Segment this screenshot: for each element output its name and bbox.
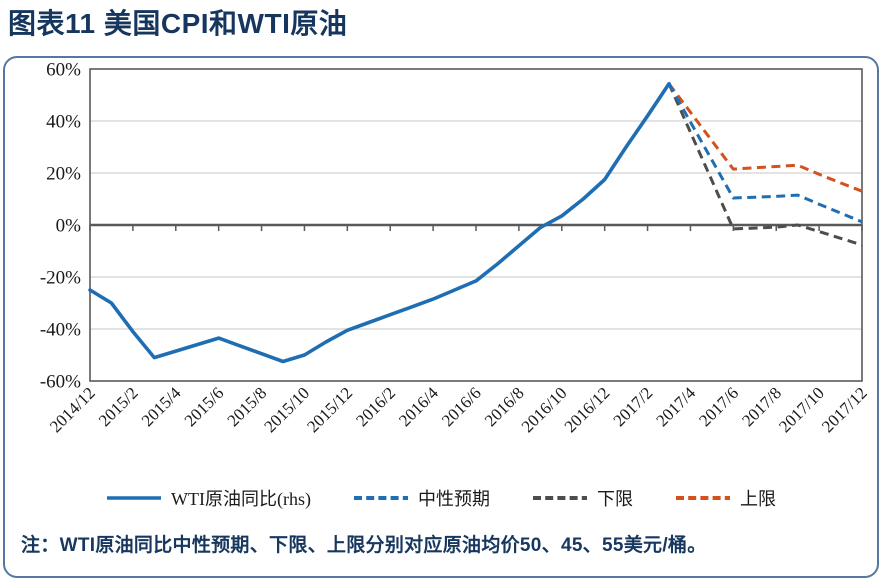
legend-item-4: 上限: [675, 485, 776, 511]
legend-label: WTI原油同比(rhs): [171, 489, 311, 509]
x-axis-label: 2016/2: [352, 383, 399, 430]
chart-card: 60% 40% 20% 0% -20% -40% -60% 2014/12 2015/2 2015…: [3, 56, 879, 578]
legend-item-1: WTI原油同比(rhs): [106, 485, 311, 511]
x-axis-label: 2017/6: [695, 383, 742, 430]
cpi-wti-chart: 60%40%20%0%-20%-40%-60%2014/122015/22015…: [40, 60, 871, 437]
y-axis-label: -20%: [40, 268, 81, 289]
y-axis-label: -40%: [40, 320, 81, 341]
series-line-3: [667, 83, 863, 247]
legend-swatch-solid-line: [107, 496, 162, 500]
x-axis-label: 2017/4: [652, 383, 699, 430]
legend-swatch-dashed-line: [353, 496, 408, 500]
x-axis-label: 2017/2: [610, 383, 657, 430]
legend-label: 中性预期: [417, 489, 490, 509]
chart-legend: WTI原油同比(rhs) 中性预期 下限 上限: [5, 486, 877, 510]
x-axis-label: 2016/10: [518, 383, 571, 436]
y-axis-label: 60%: [46, 60, 81, 81]
legend-label: 下限: [596, 489, 633, 509]
footnote: 注：WTI原油同比中性预期、下限、上限分别对应原油均价50、45、55美元/桶。: [21, 535, 707, 556]
x-axis-label: 2015/2: [95, 383, 142, 430]
legend-swatch-dashed-line: [532, 496, 587, 500]
y-axis-label: -60%: [40, 372, 81, 393]
legend-item-3: 下限: [532, 485, 633, 511]
x-axis-label: 2015/4: [138, 383, 185, 430]
x-axis-label: 2015/6: [181, 383, 228, 430]
legend-swatch-dashed-line: [675, 496, 730, 500]
series-line-4: [667, 82, 863, 193]
legend-item-2: 中性预期: [353, 485, 490, 511]
x-axis-label: 2016/4: [395, 383, 442, 430]
x-axis-label: 2017/12: [818, 383, 871, 436]
x-axis-label: 2017/10: [775, 383, 828, 436]
series-line-2: [667, 83, 863, 224]
x-axis-label: 2015/12: [303, 383, 356, 436]
page-title: 图表11 美国CPI和WTI原油: [8, 8, 348, 39]
series-line-1: [88, 82, 671, 364]
x-axis-label: 2015/10: [260, 383, 313, 436]
x-axis-label: 2016/12: [561, 383, 614, 436]
y-axis-label: 20%: [46, 164, 81, 185]
y-axis-label: 0%: [56, 216, 82, 237]
legend-label: 上限: [739, 489, 776, 509]
x-axis-label: 2016/6: [438, 383, 485, 430]
y-axis-label: 40%: [46, 112, 81, 133]
